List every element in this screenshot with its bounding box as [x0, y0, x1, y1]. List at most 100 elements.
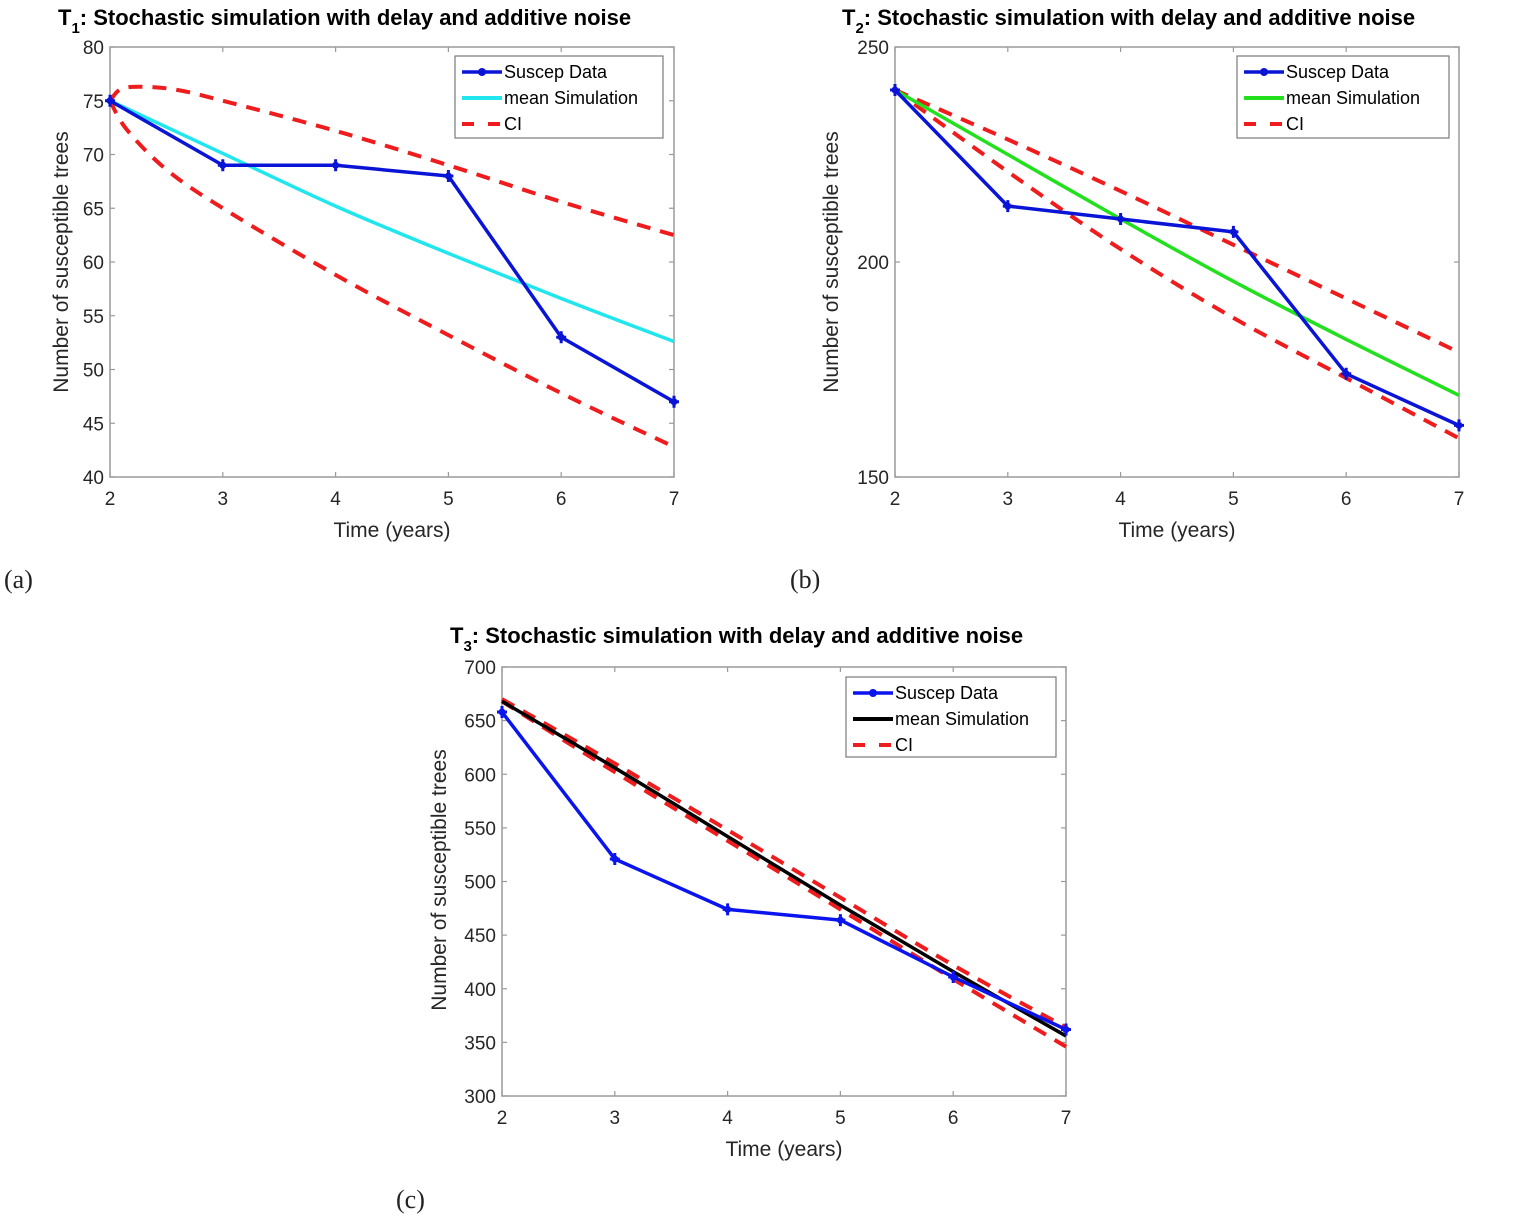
legend-marker [478, 68, 486, 76]
x-tick-label: 5 [1228, 489, 1239, 510]
data-point [611, 855, 619, 863]
legend-label: CI [895, 735, 913, 755]
x-tick-label: 3 [1003, 489, 1014, 510]
x-tick-label: 6 [556, 489, 567, 510]
suscep-data-line [500, 710, 1067, 1032]
y-axis-label: Number of susceptible trees [820, 131, 843, 392]
data-point [557, 333, 565, 341]
mean-simulation-line [109, 99, 675, 344]
x-tick-label: 2 [497, 1108, 508, 1129]
chart-title: T1: Stochastic simulation with delay and… [58, 5, 631, 37]
x-tick-label: 3 [218, 489, 229, 510]
legend: Suscep Data mean Simulation CI [1236, 55, 1450, 139]
legend-marker [869, 689, 877, 697]
x-tick-label: 4 [330, 489, 341, 510]
y-tick-label: 500 [464, 873, 496, 894]
y-tick-label: 50 [83, 361, 104, 382]
y-tick-label: 200 [857, 253, 889, 274]
y-tick-label: 300 [464, 1087, 496, 1108]
data-point [1342, 370, 1350, 378]
y-tick-label: 70 [83, 146, 104, 167]
data-point [836, 916, 844, 924]
y-tick-label: 60 [83, 253, 104, 274]
y-tick-label: 250 [857, 38, 889, 59]
data-point [1229, 228, 1237, 236]
x-tick-label: 3 [610, 1108, 621, 1129]
data-point [670, 398, 678, 406]
data-point [219, 161, 227, 169]
y-axis-label: Number of susceptible trees [428, 749, 451, 1010]
ci-upper-line [894, 88, 1460, 355]
y-tick-label: 400 [464, 980, 496, 1001]
ci-lower-line [108, 99, 675, 449]
y-tick-label: 550 [464, 819, 496, 840]
x-axis-label: Time (years) [333, 519, 450, 542]
x-tick-label: 2 [890, 489, 901, 510]
x-tick-label: 4 [1115, 489, 1126, 510]
legend-label: CI [1286, 114, 1304, 134]
legend-label: Suscep Data [1286, 62, 1390, 82]
data-point [444, 172, 452, 180]
y-axis-label: Number of susceptible trees [50, 131, 73, 392]
data-point [332, 161, 340, 169]
y-tick-label: 55 [83, 307, 104, 328]
x-tick-label: 5 [443, 489, 454, 510]
chart-a: T1: Stochastic simulation with delay and… [4, 5, 679, 594]
data-point [498, 708, 506, 716]
legend-marker [1260, 68, 1268, 76]
ci-lower-line [893, 88, 1460, 441]
data-point [891, 86, 899, 94]
data-point [1004, 202, 1012, 210]
y-tick-label: 45 [83, 414, 104, 435]
panel-label: (a) [4, 565, 33, 594]
chart-title: T2: Stochastic simulation with delay and… [842, 5, 1415, 37]
data-point [949, 973, 957, 981]
legend-label: mean Simulation [504, 88, 638, 108]
data-point [1455, 421, 1463, 429]
data-point [1117, 215, 1125, 223]
x-tick-label: 6 [1341, 489, 1352, 510]
data-point [724, 905, 732, 913]
legend-label: CI [504, 114, 522, 134]
legend-label: mean Simulation [1286, 88, 1420, 108]
x-tick-label: 5 [835, 1108, 846, 1129]
data-point [106, 97, 114, 105]
data-point [1062, 1026, 1070, 1034]
y-tick-label: 450 [464, 926, 496, 947]
chart-c: T3: Stochastic simulation with delay and… [396, 623, 1071, 1214]
chart-title: T3: Stochastic simulation with delay and… [450, 623, 1023, 655]
panel-label: (c) [396, 1185, 425, 1214]
ci-upper-line [108, 84, 675, 238]
x-axis-label: Time (years) [1118, 519, 1235, 542]
y-tick-label: 150 [857, 468, 889, 489]
x-axis-label: Time (years) [725, 1138, 842, 1161]
x-tick-label: 7 [669, 489, 680, 510]
x-tick-label: 2 [105, 489, 116, 510]
y-tick-label: 350 [464, 1033, 496, 1054]
plot-area: 2 3 4 5 6 7 150 200 250 Suscep Data mean Simulatio… [857, 38, 1464, 510]
x-tick-label: 7 [1454, 489, 1465, 510]
ci-upper-line [501, 697, 1067, 1030]
y-tick-label: 75 [83, 92, 104, 113]
chart-b: T2: Stochastic simulation with delay and… [790, 5, 1464, 594]
legend-label: Suscep Data [504, 62, 608, 82]
y-tick-label: 650 [464, 712, 496, 733]
y-tick-label: 40 [83, 468, 104, 489]
panel-label: (b) [790, 565, 820, 594]
y-tick-label: 80 [83, 38, 104, 59]
legend-label: mean Simulation [895, 709, 1029, 729]
legend: Suscep Data mean Simulation CI [845, 676, 1057, 758]
x-tick-label: 7 [1061, 1108, 1072, 1129]
plot-area: 2 3 4 5 6 7 300 350 400 450 500 550 600 650 700 Suscep … [464, 658, 1071, 1129]
suscep-data-line [893, 88, 1460, 427]
mean-simulation-line [501, 699, 1067, 1038]
y-tick-label: 600 [464, 765, 496, 786]
suscep-data-line [109, 99, 675, 404]
y-tick-label: 65 [83, 199, 104, 220]
y-tick-label: 700 [464, 658, 496, 679]
legend: Suscep Data mean Simulation CI [454, 55, 664, 139]
x-tick-label: 6 [948, 1108, 959, 1129]
mean-simulation-line [894, 88, 1460, 397]
